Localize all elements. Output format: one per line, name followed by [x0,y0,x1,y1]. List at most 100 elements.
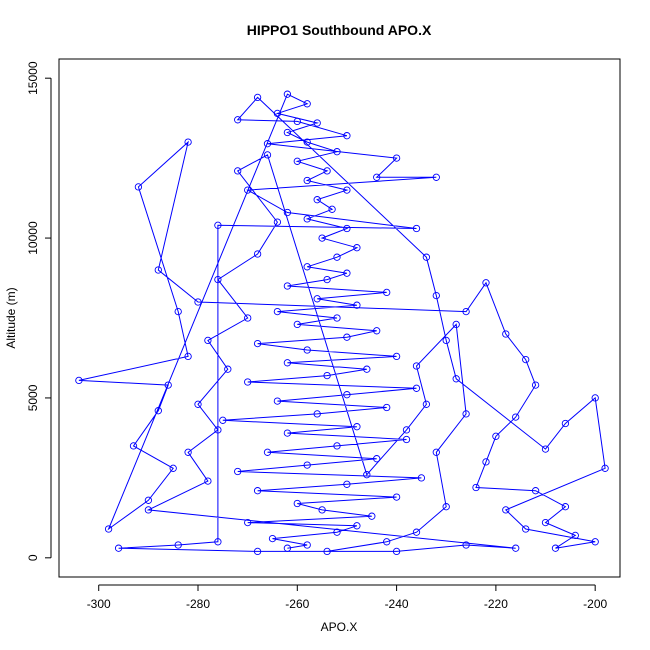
data-point [303,461,311,469]
y-axis: 0 5000 10000 15000 [26,61,52,561]
data-point [522,355,530,364]
data-point [531,487,540,495]
data-point [303,100,311,108]
data-point [129,442,138,450]
plot-frame [58,58,621,578]
y-tick-label: 10000 [26,221,40,255]
data-point [214,426,222,434]
x-tick-label: -260 [285,597,309,611]
data-point [169,464,177,472]
data-point [383,403,391,412]
data-point [283,90,292,98]
data-point [383,288,391,297]
data-point [373,173,381,181]
data-point [283,208,292,217]
data-point [392,493,401,501]
data-point [561,419,570,428]
data-point [551,544,560,552]
data-point [283,282,292,290]
data-point [313,196,321,204]
data-point [541,518,550,527]
data-point [293,320,301,329]
data-point [204,477,212,485]
data-point [541,445,550,453]
data-point [462,307,470,316]
data-point [343,224,351,233]
data-point [373,455,381,463]
data-point [273,109,282,118]
series-line [78,93,606,552]
data-point [343,269,351,277]
data-point [253,339,262,348]
data-point [303,346,311,354]
data-point [343,480,351,488]
data-point [293,499,301,508]
data-point [244,186,252,194]
data-point [333,314,341,322]
data-point [104,525,113,533]
data-point [234,467,242,476]
data-point [313,119,321,127]
data-point [154,266,162,274]
data-point [601,464,609,472]
data-point [442,503,450,511]
data-point [571,531,579,540]
data-point [263,140,272,148]
data-point [244,314,252,322]
data-point [283,429,292,437]
data-point [452,320,460,329]
chart-title: HIPPO1 Southbound APO.X [247,22,432,38]
x-axis-label: APO.X [321,620,358,634]
data-point [323,167,331,175]
data-point [283,359,292,367]
data-point [363,365,371,373]
data-point [214,275,222,284]
data-point [412,384,421,392]
data-point [134,183,143,191]
data-point [333,442,341,450]
data-point [343,186,351,194]
data-point [492,432,500,440]
y-axis-label: Altitude (m) [4,287,18,348]
data-point [343,132,351,140]
data-point [244,378,252,386]
data-point [303,263,311,271]
data-point [253,93,262,102]
data-point [293,117,301,126]
data-point [412,528,421,536]
data-point [512,544,520,552]
data-point [184,138,192,146]
data-point [462,541,470,549]
data-point [333,253,341,261]
data-point [164,381,172,389]
data-point [432,173,440,181]
x-tick-label: -240 [385,597,409,611]
data-point [318,234,326,242]
data-point [268,534,277,543]
data-point [402,426,411,434]
data-point [432,291,440,300]
data-point [383,538,391,546]
data-point [253,250,262,258]
data-point [184,352,192,361]
data-point [502,506,510,514]
data-point [283,128,292,137]
data-point [154,407,162,415]
data-point [283,544,292,552]
data-point [591,394,599,402]
data-point [363,471,371,479]
data-point [214,538,222,546]
data-point [323,275,331,284]
data-point [323,547,331,556]
data-point [75,376,83,385]
data-point [412,362,421,370]
x-tick-label: -300 [87,597,111,611]
data-point [303,541,311,549]
data-point [442,336,450,345]
data-point [184,448,192,456]
data-point [512,413,520,421]
data-point [422,400,431,408]
data-point [417,474,426,482]
data-point [323,371,331,380]
